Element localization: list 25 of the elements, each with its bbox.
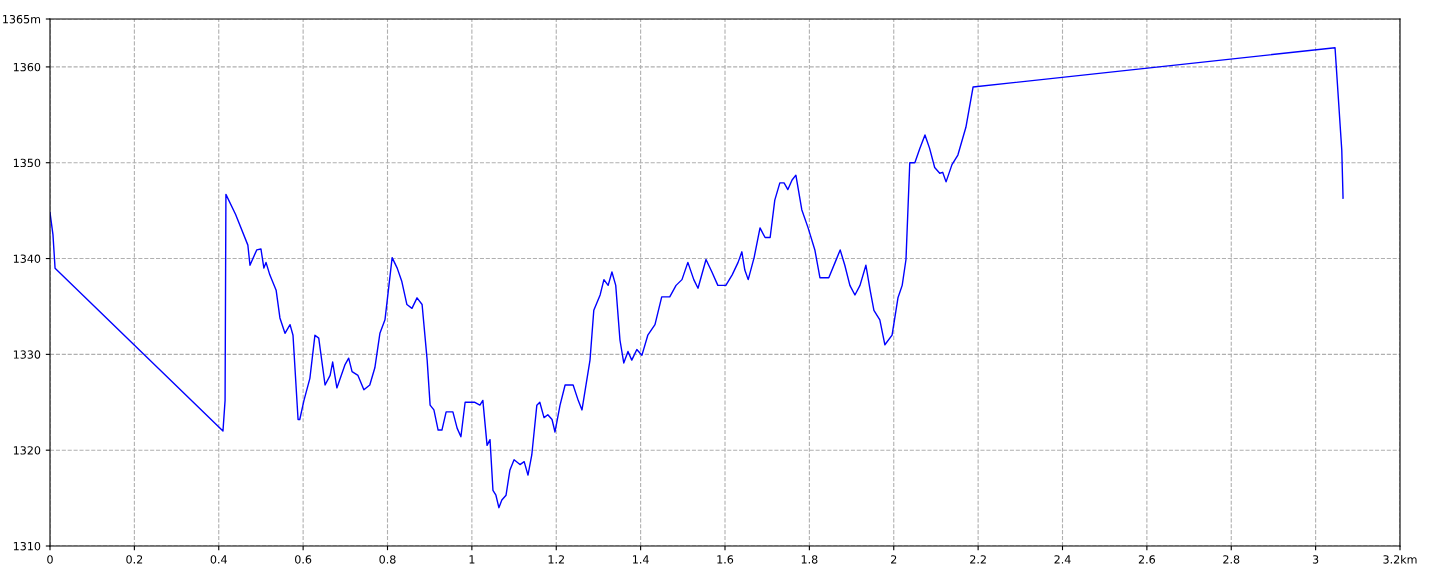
x-tick-label: 2.8 <box>1223 555 1240 564</box>
y-tick-label: 1365m <box>3 14 41 24</box>
x-tick-label: 0.2 <box>126 555 143 564</box>
y-tick-label: 1330 <box>13 350 41 359</box>
x-tick-label: 2 <box>891 555 897 564</box>
y-tick-label: 1360 <box>13 62 41 72</box>
line-series <box>50 47 1344 509</box>
y-tick-label: 1320 <box>13 446 41 455</box>
x-tick-label: 3 <box>1312 555 1319 564</box>
x-tick-label: 2.4 <box>1054 555 1071 564</box>
x-tick-label: 3.2km <box>1383 555 1417 564</box>
x-tick-label: 1 <box>469 555 475 564</box>
y-tick-label: 1310 <box>13 541 41 551</box>
y-tick-label: 1340 <box>13 254 41 263</box>
x-tick-label: 0.6 <box>295 555 312 564</box>
x-tick-label: 1.8 <box>801 555 818 564</box>
x-tick-label: 0.4 <box>210 555 227 564</box>
x-tick-label: 1.4 <box>633 555 649 564</box>
x-tick-label: 2.2 <box>970 555 986 564</box>
x-tick-label: 1.2 <box>548 555 564 564</box>
x-tick-label: 0.8 <box>379 555 396 564</box>
y-tick-label: 1350 <box>13 158 41 168</box>
x-tick-label: 2.6 <box>1138 555 1156 564</box>
x-tick-label: 0 <box>47 555 53 564</box>
x-tick-label: 1.6 <box>717 555 734 564</box>
